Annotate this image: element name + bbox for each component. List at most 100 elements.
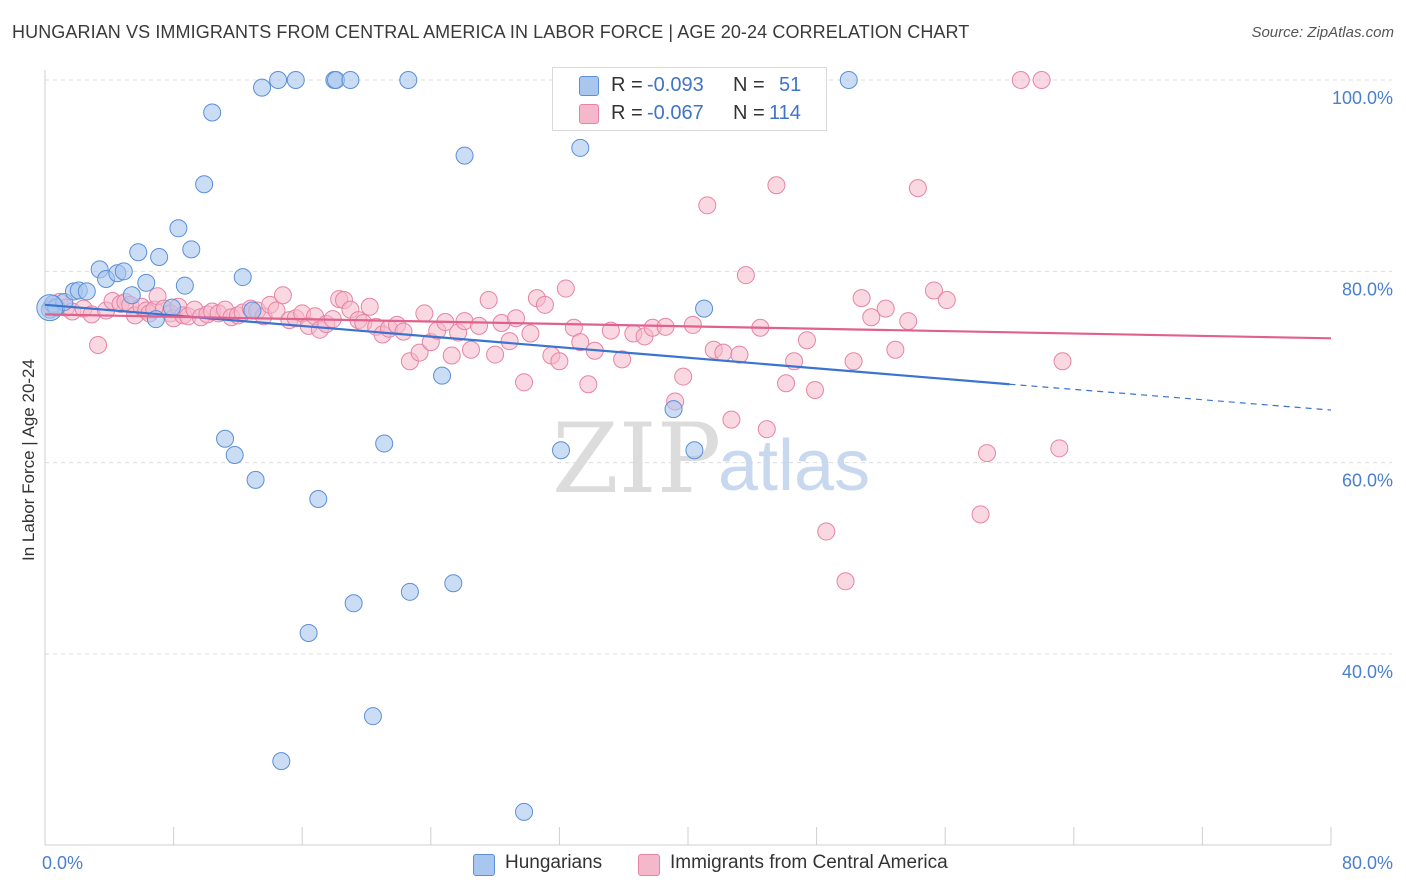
legend-n-value: 114 <box>769 102 801 124</box>
data-point-hungarian <box>299 623 318 642</box>
data-point-central-america <box>876 299 895 318</box>
legend-r-label: R = <box>611 74 649 96</box>
data-point-hungarian <box>216 429 235 448</box>
data-point-central-america <box>1053 352 1072 371</box>
y-tick-label: 60.0% <box>1342 471 1393 491</box>
tick-labels: 40.0% 60.0% 80.0% 100.0% 0.0% 80.0% <box>42 88 1393 873</box>
x-tick-label: 80.0% <box>1342 853 1393 873</box>
data-point-hungarian <box>363 707 382 726</box>
data-point-hungarian <box>695 299 714 318</box>
legend-row-central-america: R = -0.067 N = 114 <box>553 100 826 128</box>
y-tick-label: 40.0% <box>1342 662 1393 682</box>
data-point-hungarian <box>36 294 64 322</box>
data-point-hungarian <box>571 138 590 157</box>
data-point-central-america <box>722 410 741 429</box>
data-point-central-america <box>683 315 702 334</box>
data-point-hungarian <box>175 276 194 295</box>
data-point-central-america <box>977 444 996 463</box>
data-point-hungarian <box>182 240 201 259</box>
y-tick-label: 100.0% <box>1332 88 1393 108</box>
legend-label-central-america: Immigrants from Central America <box>670 852 948 873</box>
data-point-central-america <box>1011 71 1030 89</box>
data-point-hungarian <box>272 752 291 771</box>
data-point-hungarian <box>203 103 222 122</box>
data-point-central-america <box>924 281 943 300</box>
data-point-hungarian <box>77 282 96 301</box>
legend-n-label: N = <box>733 102 771 124</box>
data-point-hungarian <box>253 78 272 97</box>
legend-swatch-central-america <box>579 104 599 124</box>
y-tick-label: 80.0% <box>1342 279 1393 299</box>
data-point-hungarian <box>341 71 360 89</box>
data-point-hungarian <box>685 441 704 460</box>
data-point-central-america <box>805 380 824 399</box>
data-point-central-america <box>736 266 755 285</box>
data-point-central-america <box>613 350 632 369</box>
data-point-hungarian <box>400 582 419 601</box>
data-point-hungarian <box>150 247 169 266</box>
data-point-hungarian <box>269 71 288 89</box>
data-point-central-america <box>360 297 379 316</box>
data-point-hungarian <box>243 301 262 320</box>
data-point-hungarian <box>233 268 252 287</box>
data-point-hungarian <box>129 243 148 262</box>
data-point-hungarian <box>169 219 188 238</box>
data-point-central-america <box>674 367 693 386</box>
data-point-central-america <box>937 291 956 310</box>
legend-r-value: -0.093 <box>647 74 704 96</box>
data-point-hungarian <box>399 71 418 89</box>
data-point-hungarian <box>246 470 265 489</box>
data-point-central-america <box>470 316 489 335</box>
data-point-central-america <box>836 572 855 591</box>
data-point-central-america <box>394 322 413 341</box>
legend-r-value: -0.067 <box>647 102 704 124</box>
data-point-central-america <box>1050 439 1069 458</box>
data-point-central-america <box>521 324 540 343</box>
series-hungarians <box>36 71 858 821</box>
trend-line-hungarians-extension <box>1009 383 1332 411</box>
data-point-hungarian <box>225 446 244 465</box>
legend-n-value: 51 <box>779 74 802 96</box>
data-point-central-america <box>515 373 534 392</box>
data-point-hungarian <box>122 286 141 305</box>
data-point-central-america <box>767 176 786 195</box>
data-point-hungarian <box>195 175 214 194</box>
data-point-central-america <box>556 279 575 298</box>
legend-n-label: N = <box>733 74 771 96</box>
data-point-central-america <box>89 335 108 354</box>
trend-line-central-america <box>44 313 1332 340</box>
data-point-hungarian <box>455 146 474 165</box>
data-point-central-america <box>817 522 836 541</box>
data-point-hungarian <box>839 71 858 89</box>
data-point-central-america <box>714 343 733 362</box>
data-point-central-america <box>757 420 776 439</box>
data-point-central-america <box>971 505 990 524</box>
data-point-central-america <box>844 352 863 371</box>
data-point-hungarian <box>515 802 534 821</box>
data-point-central-america <box>579 375 598 394</box>
data-point-central-america <box>1032 71 1051 89</box>
data-point-central-america <box>908 179 927 198</box>
correlation-legend: R = -0.093 N = 51 R = -0.067 N = 114 <box>552 67 827 131</box>
data-point-hungarian <box>375 434 394 453</box>
data-point-central-america <box>415 304 434 323</box>
data-point-hungarian <box>664 400 683 419</box>
axes <box>44 70 1332 846</box>
data-point-central-america <box>550 352 569 371</box>
data-point-central-america <box>886 340 905 359</box>
data-point-hungarian <box>114 262 133 281</box>
data-point-hungarian <box>137 273 156 292</box>
data-point-hungarian <box>444 574 463 593</box>
watermark: ZIP atlas <box>552 403 870 515</box>
trend-lines <box>44 303 1332 411</box>
data-point-central-america <box>698 196 717 215</box>
data-point-central-america <box>862 308 881 327</box>
data-point-central-america <box>442 346 461 365</box>
data-point-hungarian <box>433 366 452 385</box>
data-point-hungarian <box>309 490 328 509</box>
data-point-central-america <box>601 321 620 340</box>
legend-label-hungarians: Hungarians <box>505 852 603 873</box>
data-point-central-america <box>273 286 292 305</box>
series-central-america <box>42 71 1072 591</box>
